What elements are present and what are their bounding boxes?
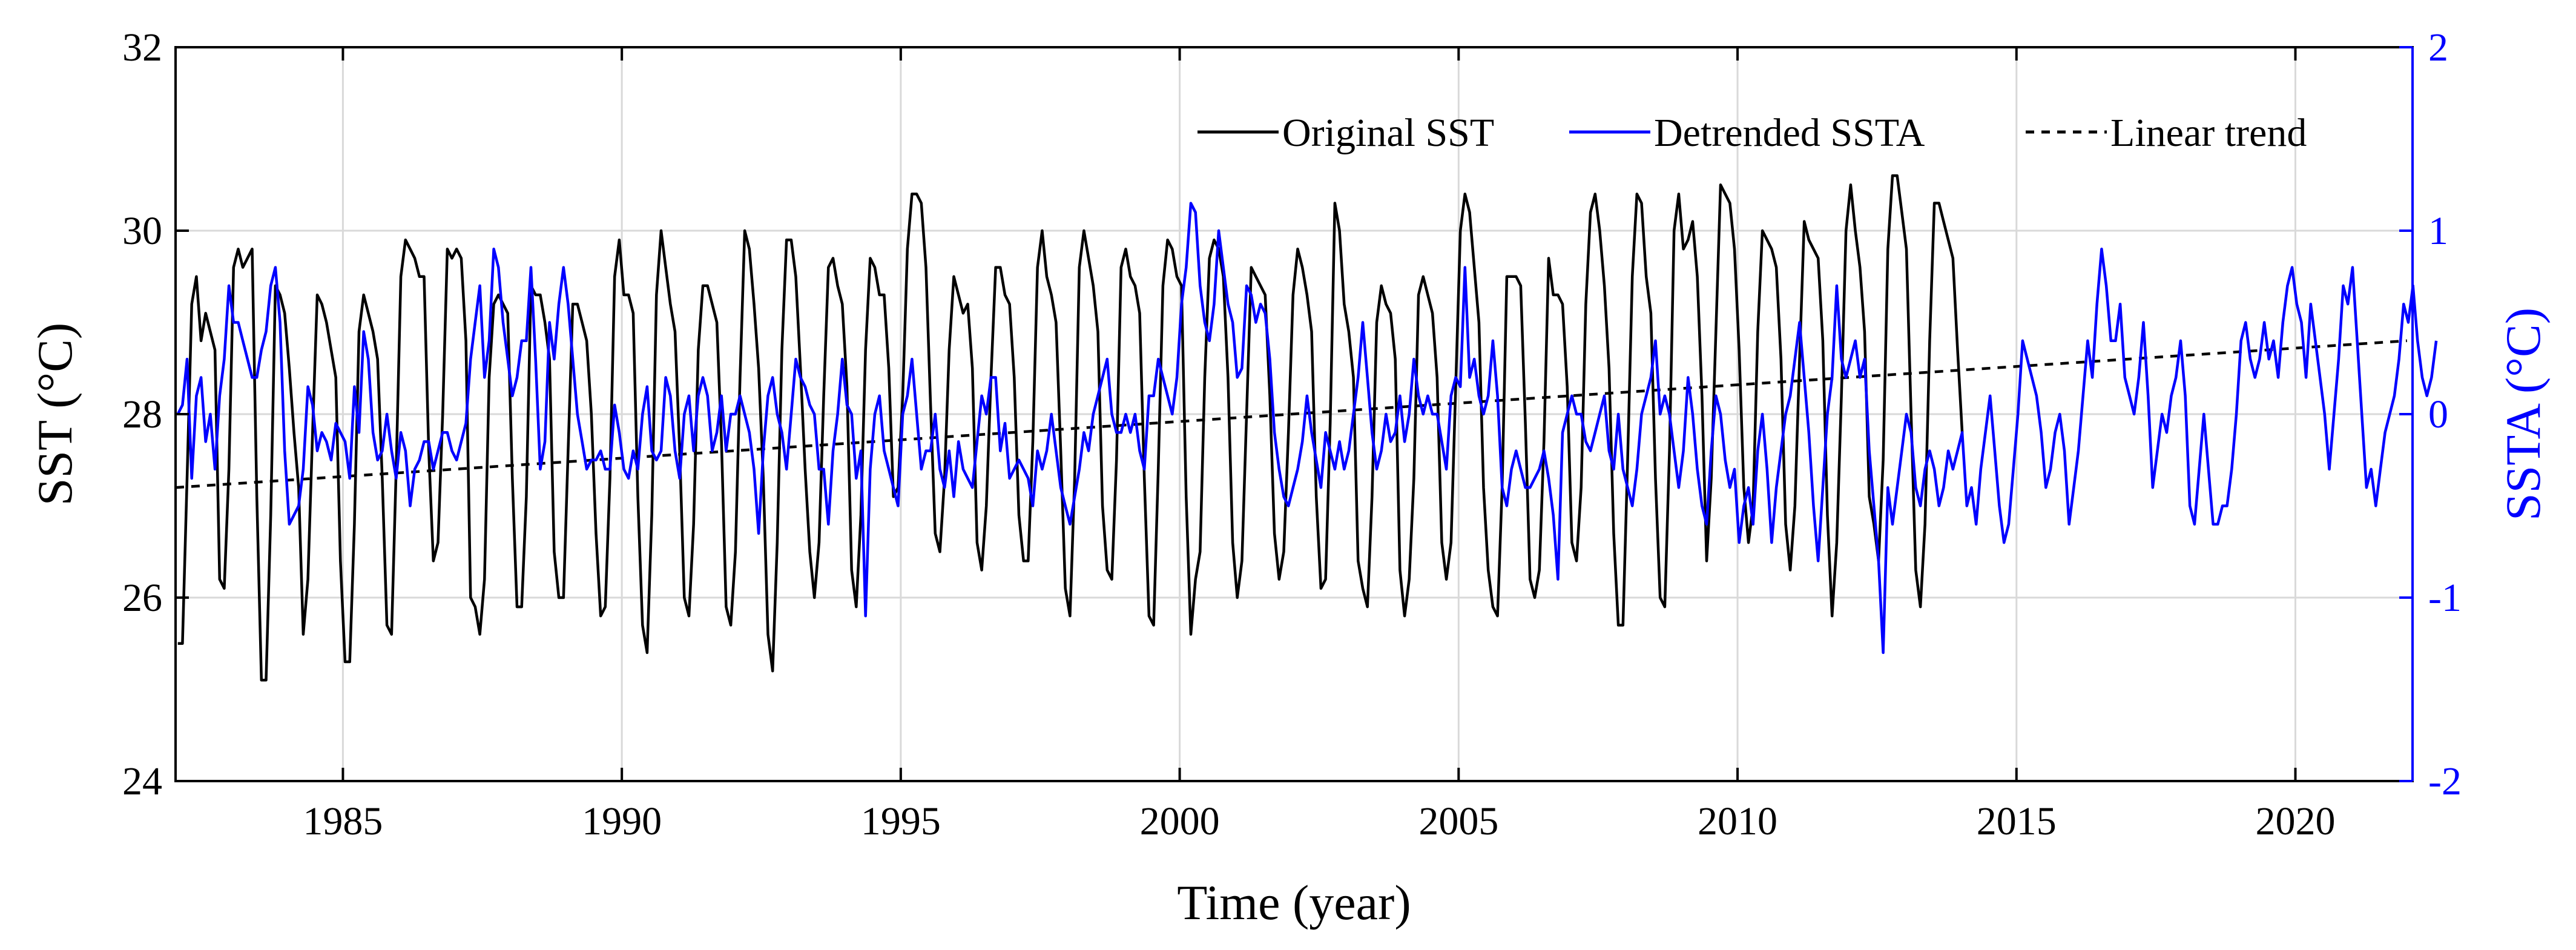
legend-label-original-sst: Original SST (1282, 111, 1494, 155)
y-left-tick-label-1: 26 (122, 576, 162, 620)
y-right-axis-ticks: -2 -1 0 1 2 (2399, 25, 2462, 803)
x-tick-label-4: 2005 (1418, 799, 1498, 843)
legend: Original SST Detrended SSTA Linear trend (1197, 111, 2307, 155)
y-right-tick-label-3: 1 (2428, 209, 2448, 253)
x-tick-label-1: 1990 (582, 799, 662, 843)
y-left-tick-label-4: 32 (122, 25, 162, 70)
y-right-tick-label-0: -2 (2428, 759, 2462, 803)
x-tick-label-6: 2015 (1977, 799, 2057, 843)
series-layer (175, 174, 2438, 682)
legend-label-linear-trend: Linear trend (2110, 111, 2307, 155)
series-line-original-sst (177, 174, 1964, 682)
y-right-tick-label-4: 2 (2428, 25, 2448, 70)
x-tick-label-3: 2000 (1140, 799, 1220, 843)
y-right-tick-label-1: -1 (2428, 576, 2462, 620)
legend-label-detrended-ssta: Detrended SSTA (1654, 111, 1925, 155)
y-right-tick-label-2: 0 (2428, 392, 2448, 437)
x-tick-label-2: 1995 (861, 799, 941, 843)
y-right-axis-title: SSTA (°C) (2495, 308, 2551, 521)
x-axis-title: Time (year) (1177, 875, 1411, 930)
y-left-axis-ticks: 24 26 28 30 32 (122, 25, 189, 803)
x-tick-label-7: 2020 (2255, 799, 2335, 843)
y-left-tick-label-2: 28 (122, 392, 162, 437)
y-left-axis-title: SST (°C) (27, 323, 82, 506)
x-tick-label-0: 1985 (303, 799, 383, 843)
y-left-tick-label-0: 24 (122, 759, 162, 803)
y-left-tick-label-3: 30 (122, 209, 162, 253)
series-line-detrended-ssta (176, 202, 2438, 655)
series-line-linear-trend (175, 339, 2407, 489)
x-tick-label-5: 2010 (1698, 799, 1777, 843)
x-axis-ticks: 1985 1990 1995 2000 2005 2010 2015 2020 (303, 47, 2335, 843)
